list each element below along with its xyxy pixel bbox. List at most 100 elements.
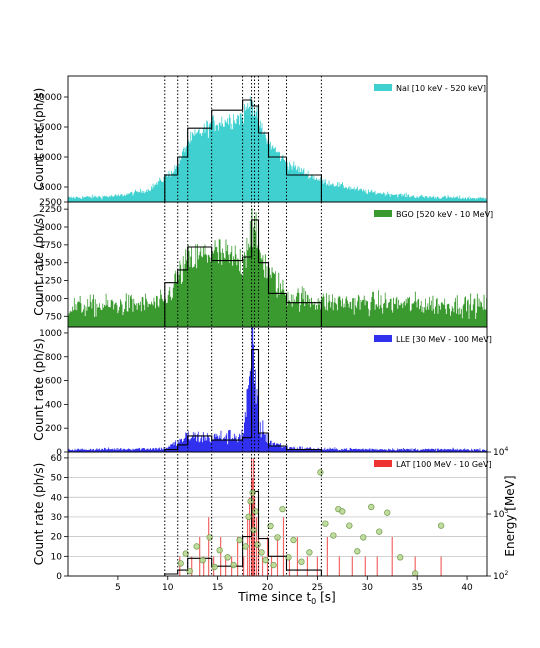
lle-legend-swatch [374,335,392,342]
bgo-y-axis-label: Count rate (ph/s) [32,213,46,316]
lat-photon-point [245,513,252,520]
lat-photon-point [182,550,189,557]
lat-photon-point [368,503,375,511]
lat-photon-point [285,554,292,561]
lat-photon-point [206,534,213,541]
lat-photon-point [242,543,249,550]
lat-photon-point [186,567,193,575]
x-tick-label: 35 [411,583,422,593]
right-axis-tick-label: 104 [493,446,508,458]
lat-block-curve [164,490,322,576]
nai-plot-area [68,96,487,202]
lat-y-tick-label: 60 [51,454,63,464]
x-tick-label: 40 [461,583,473,593]
nai-y-tick-label: 15000 [33,123,62,133]
nai-y-axis-label: Count rate (ph/s) [32,88,46,191]
nai-legend-swatch [374,84,392,91]
lat-y-axis-label: Count rate (ph/s) [32,463,46,566]
lat-photon-point [290,536,297,544]
lat-photon-point [249,489,256,496]
lat-photon-point [354,548,361,555]
right-axis-label: Energy [MeV] [503,475,517,556]
lat-photon-point [339,508,346,515]
lat-photon-point [258,549,265,556]
lat-photon-point [267,522,274,530]
lat-photon-point [279,505,286,513]
right-axis-tick-label: 102 [493,570,508,582]
x-axis-label: Time since t0 [s] [237,590,335,606]
bgo-block-curve [164,219,322,327]
nai-y-tick-label: 2500 [39,198,62,208]
lat-photon-point [346,522,353,529]
lle-y-tick-label: 0 [56,448,62,458]
lat-legend-swatch [374,460,392,467]
bgo-y-tick-label: 2000 [39,223,62,233]
lle-y-tick-label: 200 [45,424,62,434]
lat-y-tick-label: 40 [51,493,63,503]
lat-photon-point [397,554,404,561]
lle-y-tick-label: 600 [45,377,62,387]
bgo-legend-label: BGO [520 keV - 10 MeV] [396,210,493,219]
lle-y-tick-label: 1000 [39,329,62,339]
bgo-plot-area [68,208,487,327]
lat-photon-point [177,560,184,567]
lat-photon-point [322,520,329,527]
x-tick-label: 5 [115,583,121,593]
lle-plot-area [68,327,487,452]
lat-photon-point [360,534,367,541]
lat-photon-point [230,561,237,569]
lat-photon-point [254,541,261,548]
x-axis-label-subscript: 0 [311,597,316,606]
x-axis: 5 10 15 20 25 30 35 40 [115,576,473,593]
lat-photon-point [437,522,445,529]
nai-y-tick-label: 5000 [39,183,62,193]
bgo-histogram [68,208,487,327]
lle-y-tick-label: 800 [45,353,62,363]
nai-y-tick-label: 20000 [33,93,62,103]
x-tick-label: 10 [162,583,174,593]
lat-legend-label: LAT [100 MeV - 10 GeV] [396,460,492,469]
lat-photon-point [298,558,305,565]
bgo-y-tick-label: 1750 [39,241,62,251]
lat-photon-point [216,547,223,554]
interval-dividers [164,76,322,576]
lat-photon-point [270,561,277,569]
lat-photon-point [236,536,243,544]
lat-photon-point [274,534,281,541]
panel-lat: 102 103 104 0 10 20 30 40 50 60 Count rate (ph/s) L… [32,446,508,582]
lat-photon-point [224,554,231,561]
bgo-y-tick-label: 2250 [39,205,62,215]
lat-photon-point [247,498,254,505]
lat-photon-point [193,543,200,550]
lat-y-tick-label: 20 [51,533,63,543]
lat-photon-point [211,563,218,571]
lat-y-tick-label: 50 [51,474,63,484]
frames-layer [67,75,488,577]
lat-photon-point [330,532,337,539]
lat-photon-point [317,469,324,476]
nai-block-curve [164,99,322,202]
lat-photon-point [252,508,259,515]
lle-y-tick-label: 400 [45,400,62,410]
lat-photon-point [262,557,269,564]
lle-frame [67,326,488,453]
lle-histogram [68,327,487,452]
nai-histogram [68,96,487,202]
lat-y-tick-label: 10 [51,552,63,562]
bgo-y-tick-label: 1500 [39,259,62,269]
lle-legend-label: LLE [30 MeV - 100 MeV] [396,335,492,344]
lat-y-tick-label: 0 [56,572,62,582]
lat-photon-point [306,549,313,556]
bgo-y-tick-label: 1250 [39,277,62,287]
lat-y-tick-label: 30 [51,513,63,523]
bgo-y-tick-label: 750 [45,312,62,322]
lat-frame [67,451,488,577]
lat-photon-point [384,509,391,516]
lle-y-axis-label: Count rate (ph/s) [32,338,46,441]
bgo-y-tick-label: 1000 [39,294,62,304]
bgo-legend-swatch [374,210,392,217]
